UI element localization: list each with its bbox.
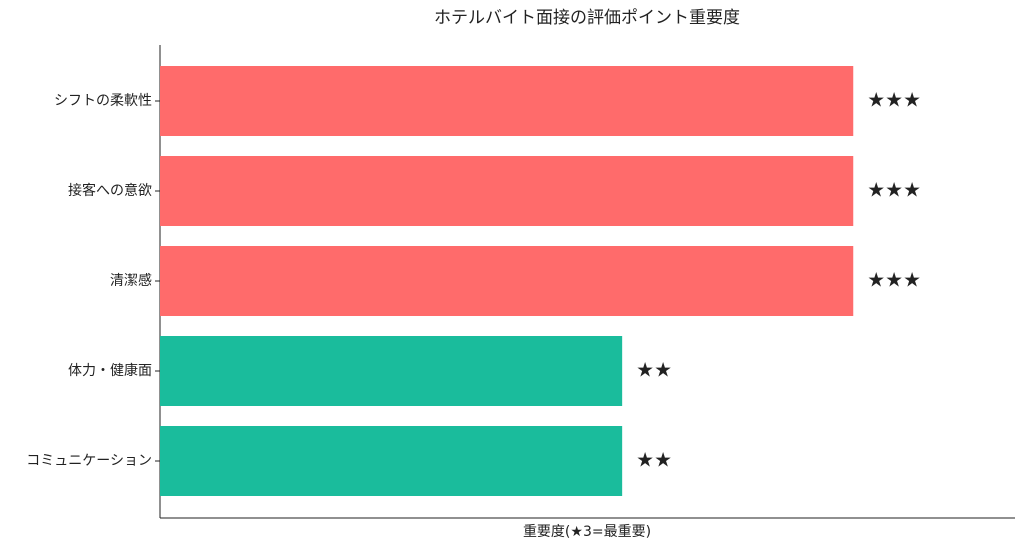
bar — [160, 156, 854, 226]
y-tick-label: コミュニケーション — [26, 453, 152, 469]
y-tick-label: 接客への意欲 — [68, 182, 152, 199]
bar — [160, 66, 854, 136]
y-tick-label: 体力・健康面 — [68, 362, 152, 379]
bar — [160, 246, 854, 316]
x-axis-label: 重要度(★3=最重要) — [523, 524, 651, 540]
value-label: ★★ — [636, 358, 672, 382]
value-label: ★★★ — [867, 268, 921, 292]
chart-title: ホテルバイト面接の評価ポイント重要度 — [434, 8, 740, 28]
value-label: ★★ — [636, 448, 672, 472]
bar — [160, 336, 623, 406]
bar — [160, 426, 623, 496]
value-label: ★★★ — [867, 88, 921, 112]
y-tick-label: 清潔感 — [110, 272, 152, 289]
y-tick-label: シフトの柔軟性 — [54, 93, 152, 109]
value-label: ★★★ — [867, 178, 921, 202]
